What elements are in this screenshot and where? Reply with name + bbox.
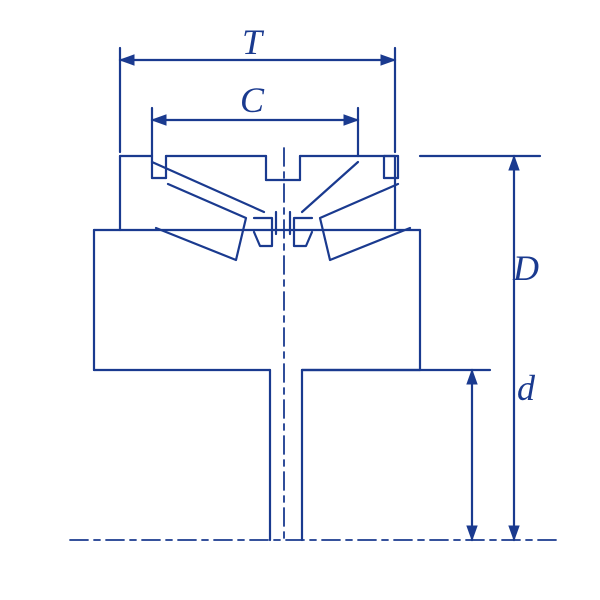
svg-text:D: D	[512, 248, 539, 288]
svg-text:T: T	[242, 22, 265, 62]
svg-text:d: d	[517, 368, 536, 408]
svg-text:C: C	[240, 80, 265, 120]
